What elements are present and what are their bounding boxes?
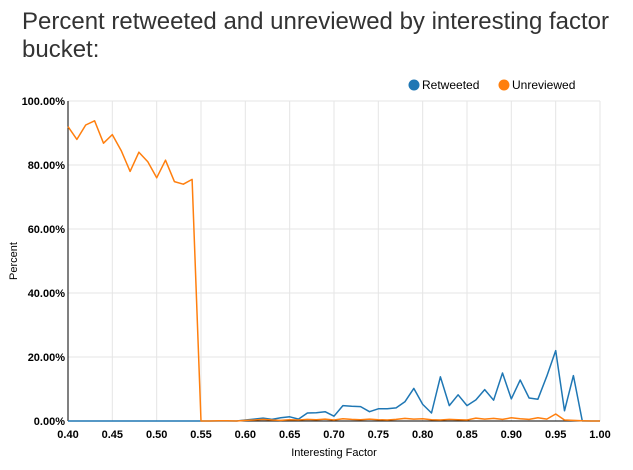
y-tick-label: 20.00% xyxy=(28,352,66,364)
x-tick-label: 1.00 xyxy=(589,429,610,441)
chart-legend: Retweeted Unreviewed xyxy=(408,78,575,92)
y-tick-label: 80.00% xyxy=(28,160,66,172)
chart-series xyxy=(67,120,600,422)
series-line-retweeted xyxy=(68,349,600,422)
x-tick-label: 0.55 xyxy=(190,429,211,441)
x-tick-label: 0.40 xyxy=(57,429,78,441)
chart-axes: 0.00% 20.00% 40.00% 60.00% 80.00% 100.00% 0.40… xyxy=(22,96,611,441)
y-axis-label: Percent xyxy=(8,242,20,280)
x-tick-label: 0.80 xyxy=(412,429,433,441)
y-tick-label: 40.00% xyxy=(28,288,66,300)
legend-label-retweeted: Retweeted xyxy=(422,78,479,92)
y-tick-label: 60.00% xyxy=(28,224,66,236)
x-tick-label: 0.45 xyxy=(102,429,123,441)
x-tick-label: 0.90 xyxy=(501,429,522,441)
series-line-unreviewed xyxy=(67,120,600,422)
legend-marker-retweeted xyxy=(408,79,420,91)
x-tick-label: 0.85 xyxy=(456,429,477,441)
x-tick-label: 0.60 xyxy=(235,429,256,441)
x-axis-label: Interesting Factor xyxy=(291,447,377,459)
x-tick-label: 0.75 xyxy=(368,429,389,441)
x-tick-label: 0.50 xyxy=(146,429,167,441)
y-tick-label: 100.00% xyxy=(22,96,66,108)
x-tick-label: 0.65 xyxy=(279,429,300,441)
x-tick-label: 0.95 xyxy=(545,429,566,441)
y-tick-label: 0.00% xyxy=(34,416,65,428)
x-tick-label: 0.70 xyxy=(323,429,344,441)
chart-grid xyxy=(67,100,601,422)
chart-title: Percent retweeted and unreviewed by inte… xyxy=(22,8,610,63)
legend-label-unreviewed: Unreviewed xyxy=(512,78,575,92)
legend-marker-unreviewed xyxy=(498,79,510,91)
